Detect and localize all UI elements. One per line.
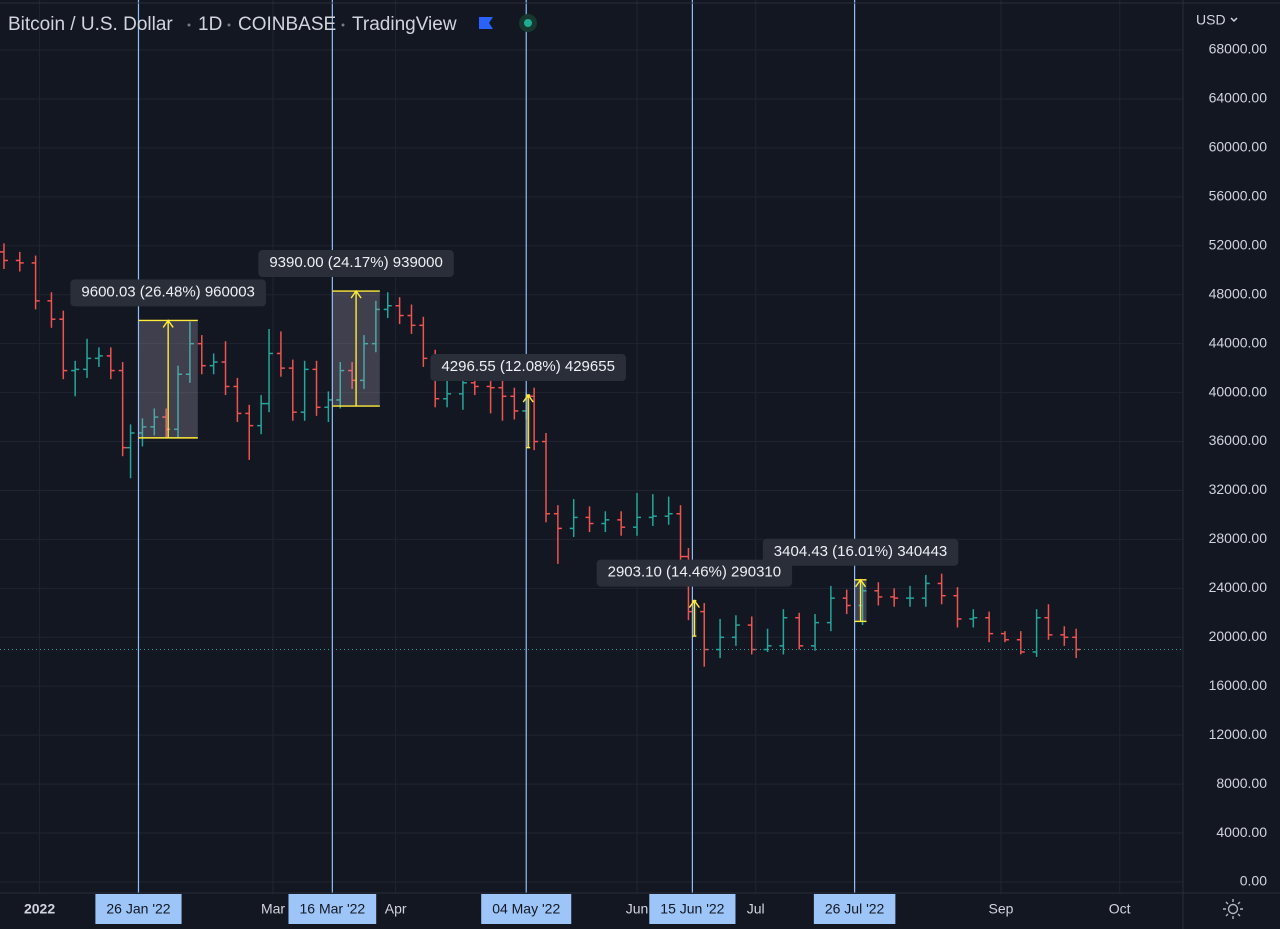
measure-arrow xyxy=(350,289,362,407)
axes: 0.00 4000.00 8000.00 12000.00 16000.00 20000.… xyxy=(24,41,1267,924)
y-tick-label: 12000.00 xyxy=(1209,726,1268,742)
y-tick-label: 20000.00 xyxy=(1209,628,1268,644)
date-label: 04 May '22 xyxy=(492,901,560,917)
grid xyxy=(0,0,1183,893)
status-dot xyxy=(524,19,532,27)
y-tick-label: 16000.00 xyxy=(1209,677,1268,693)
overlays: 9600.03 (26.48%) 960003 9390.00 (24.17%) … xyxy=(70,0,959,893)
date-label-box xyxy=(95,894,182,924)
measure-label-box xyxy=(596,559,793,587)
y-tick-label: 8000.00 xyxy=(1216,775,1267,791)
date-label-box xyxy=(481,894,572,924)
x-tick-label: Sep xyxy=(989,901,1014,917)
date-label: 26 Jul '22 xyxy=(825,901,885,917)
legend-header: Bitcoin / U.S. Dollar 1D COINBASE Tradin… xyxy=(8,14,537,35)
y-tick-label: 36000.00 xyxy=(1209,432,1268,448)
y-tick-label: 64000.00 xyxy=(1209,90,1268,106)
y-tick-label: 56000.00 xyxy=(1209,188,1268,204)
y-tick-label: 48000.00 xyxy=(1209,285,1268,301)
currency-caret xyxy=(1230,17,1238,23)
measure-arrow xyxy=(522,393,534,448)
y-tick-label: 68000.00 xyxy=(1209,41,1268,57)
measure-label: 4296.55 (12.08%) 429655 xyxy=(441,358,614,375)
measure-label: 2903.10 (14.46%) 290310 xyxy=(608,564,781,581)
date-label: 15 Jun '22 xyxy=(660,901,724,917)
x-tick-label: Mar xyxy=(261,901,285,917)
y-tick-label: 4000.00 xyxy=(1216,824,1267,840)
measure-arrow xyxy=(162,319,174,438)
measure-label: 3404.43 (16.01%) 340443 xyxy=(774,543,947,560)
separator xyxy=(227,23,231,27)
measure-arrow xyxy=(854,578,867,622)
source: TradingView xyxy=(352,14,457,35)
date-label-box xyxy=(649,894,736,924)
x-tick-label: 2022 xyxy=(24,901,55,917)
currency[interactable]: USD xyxy=(1196,12,1226,28)
separator xyxy=(187,23,191,27)
y-tick-label: 0.00 xyxy=(1240,873,1267,889)
date-label-box xyxy=(813,894,896,924)
date-label: 26 Jan '22 xyxy=(106,901,170,917)
y-tick-label: 28000.00 xyxy=(1209,530,1268,546)
measure-label: 9390.00 (24.17%) 939000 xyxy=(269,254,442,271)
y-tick-label: 52000.00 xyxy=(1209,236,1268,252)
date-label-box xyxy=(288,894,377,924)
measure-label-box xyxy=(430,354,626,382)
x-tick-label: Jun xyxy=(626,901,649,917)
symbol[interactable]: Bitcoin / U.S. Dollar xyxy=(8,14,173,35)
measure-label: 9600.03 (26.48%) 960003 xyxy=(81,283,254,300)
y-tick-label: 40000.00 xyxy=(1209,383,1268,399)
date-label: 16 Mar '22 xyxy=(299,901,365,917)
measure-label-box xyxy=(258,250,454,278)
measure-label-box xyxy=(70,279,266,307)
y-tick-label: 32000.00 xyxy=(1209,481,1268,497)
interval[interactable]: 1D xyxy=(198,14,222,35)
exchange: COINBASE xyxy=(238,14,336,35)
measure-label-box xyxy=(762,538,959,566)
y-tick-label: 24000.00 xyxy=(1209,579,1268,595)
separator xyxy=(341,23,345,27)
x-tick-label: Jul xyxy=(747,901,765,917)
measure-arrow xyxy=(688,599,700,637)
x-tick-label: Oct xyxy=(1109,901,1131,917)
x-tick-label: Apr xyxy=(385,901,407,917)
flag-icon[interactable] xyxy=(479,17,493,29)
y-tick-label: 60000.00 xyxy=(1209,139,1268,155)
y-tick-label: 44000.00 xyxy=(1209,334,1268,350)
settings-icon[interactable] xyxy=(1223,899,1243,919)
